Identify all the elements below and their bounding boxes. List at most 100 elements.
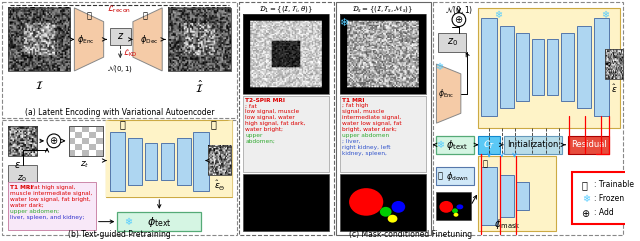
Bar [340, 174, 426, 231]
Text: upper: upper [245, 133, 262, 138]
Text: low signal, muscle: low signal, muscle [245, 109, 300, 114]
Text: muscle intermediate signal,: muscle intermediate signal, [10, 191, 92, 196]
Ellipse shape [349, 188, 383, 216]
Bar [433, 2, 623, 235]
Bar [145, 143, 157, 180]
Bar [128, 138, 141, 185]
Text: water low signal, fat: water low signal, fat [342, 121, 401, 126]
Bar [436, 136, 474, 154]
Bar [208, 146, 232, 175]
Bar [239, 2, 334, 235]
Text: : Add: : Add [593, 208, 613, 217]
Bar [96, 138, 102, 144]
Text: ❄: ❄ [494, 10, 502, 20]
Text: $z_t$: $z_t$ [81, 160, 90, 170]
Text: 🔥: 🔥 [483, 160, 488, 168]
Text: (c) Mask-conditioned Finetuning: (c) Mask-conditioned Finetuning [349, 230, 472, 240]
Bar [481, 18, 497, 116]
Text: $z_0$: $z_0$ [447, 36, 458, 48]
Text: : Trainable: : Trainable [593, 180, 634, 189]
Bar [504, 136, 563, 154]
Ellipse shape [388, 215, 397, 223]
Text: $\phi_{\rm mask}$: $\phi_{\rm mask}$ [494, 217, 521, 231]
Bar [68, 126, 102, 156]
Text: $\mathcal{L}_{\rm KD}$: $\mathcal{L}_{\rm KD}$ [123, 47, 138, 59]
Bar [481, 167, 497, 225]
Text: Initialization: Initialization [508, 140, 559, 149]
Text: $\phi_{\rm text}$: $\phi_{\rm text}$ [147, 215, 172, 229]
Bar [68, 138, 76, 144]
Bar [243, 174, 329, 231]
Text: $\hat{\epsilon}_\Theta$: $\hat{\epsilon}_\Theta$ [214, 179, 225, 193]
Ellipse shape [456, 204, 463, 209]
Text: water low signal, fat bright,: water low signal, fat bright, [10, 197, 91, 202]
Bar [516, 33, 529, 101]
Text: 🔥: 🔥 [341, 177, 346, 186]
Text: $\mathcal{I}$: $\mathcal{I}$ [35, 79, 44, 91]
Bar [500, 175, 513, 217]
Ellipse shape [454, 213, 458, 217]
Text: signal, muscle: signal, muscle [342, 109, 384, 114]
Bar [436, 192, 470, 220]
Text: $\epsilon$: $\epsilon$ [14, 160, 21, 170]
Bar [161, 143, 174, 180]
Text: abdomen;: abdomen; [245, 139, 275, 144]
Bar [8, 8, 70, 71]
Bar [109, 27, 131, 45]
Polygon shape [133, 8, 162, 71]
Text: $\phi_{\rm down}$: $\phi_{\rm down}$ [445, 170, 468, 183]
Bar [2, 120, 237, 235]
Text: $\mathcal{L}_{\rm recon}$: $\mathcal{L}_{\rm recon}$ [108, 4, 131, 15]
Bar [8, 182, 96, 229]
Bar [76, 132, 82, 138]
Ellipse shape [380, 207, 392, 217]
Bar [243, 14, 329, 94]
Bar [168, 8, 230, 71]
Polygon shape [436, 64, 461, 123]
Text: ; fat: ; fat [245, 103, 257, 108]
Text: ❄: ❄ [582, 194, 590, 204]
Bar [479, 136, 500, 154]
Text: 🔥: 🔥 [142, 11, 147, 20]
Text: liver, spleen, and kidney;: liver, spleen, and kidney; [10, 215, 84, 220]
Circle shape [47, 134, 61, 148]
Bar [2, 2, 237, 118]
Text: ; fat high signal,: ; fat high signal, [28, 185, 75, 190]
Text: intermediate signal,: intermediate signal, [342, 115, 401, 120]
Text: T1 MRI: T1 MRI [10, 185, 33, 190]
Bar [117, 212, 201, 231]
Text: $\phi_{\rm text}$: $\phi_{\rm text}$ [446, 138, 468, 152]
Text: ❄: ❄ [339, 18, 348, 28]
Text: upper abdomen;: upper abdomen; [10, 209, 59, 214]
Bar [76, 144, 82, 150]
Text: water dark;: water dark; [10, 203, 45, 208]
Text: T2-SPIR MRI: T2-SPIR MRI [245, 98, 285, 102]
Bar [8, 166, 37, 190]
Text: ; liver,: ; liver, [342, 139, 360, 144]
Text: $\oplus$: $\oplus$ [49, 135, 58, 146]
Text: 🔥: 🔥 [582, 180, 588, 190]
Text: 🔥: 🔥 [210, 119, 216, 129]
Bar [532, 39, 544, 94]
Text: ❄: ❄ [124, 217, 132, 227]
Text: water bright;: water bright; [245, 127, 285, 132]
Polygon shape [106, 120, 232, 197]
Bar [68, 126, 102, 156]
Text: $\phi_{\rm Enc}$: $\phi_{\rm Enc}$ [438, 87, 454, 100]
Text: high signal, fat dark,: high signal, fat dark, [245, 121, 306, 126]
Text: $\phi_{\rm Dec}$: $\phi_{\rm Dec}$ [140, 33, 159, 46]
Text: : Frozen: : Frozen [593, 194, 624, 203]
Bar [336, 2, 431, 235]
Bar [96, 126, 102, 132]
Text: low signal, water: low signal, water [245, 115, 295, 120]
Text: (a) Latent Encoding with Variational Autoencoder: (a) Latent Encoding with Variational Aut… [24, 108, 214, 117]
Bar [547, 39, 559, 94]
Bar [89, 132, 96, 138]
Polygon shape [479, 8, 620, 128]
Text: 🔥: 🔥 [438, 172, 443, 181]
Text: $z$: $z$ [116, 31, 124, 41]
Bar [577, 26, 591, 108]
Bar [605, 49, 623, 79]
Text: $\phi_{\rm Enc}$: $\phi_{\rm Enc}$ [77, 33, 95, 46]
Bar [68, 150, 76, 156]
